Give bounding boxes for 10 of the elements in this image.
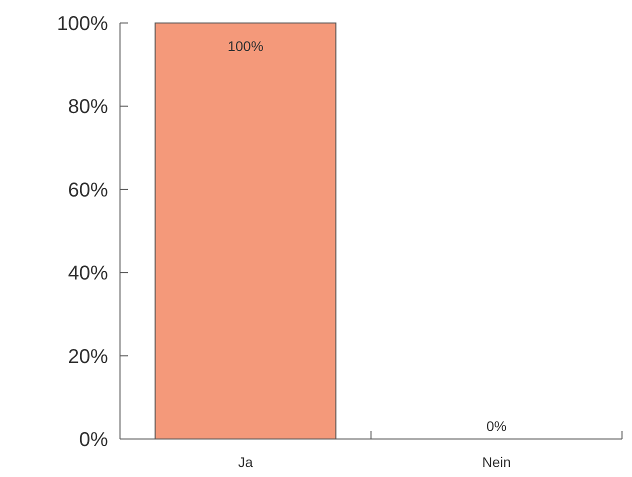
x-tick-label: Nein [482,454,511,470]
y-tick-label: 60% [68,179,108,202]
y-tick-label: 0% [79,429,108,451]
data-label: 100% [228,38,264,54]
y-tick-label: 80% [68,96,108,118]
x-tick-label: Ja [238,454,254,470]
y-tick-label: 40% [68,262,108,285]
y-tick-label: 100% [56,13,108,35]
y-tick-label: 20% [68,346,108,368]
data-label: 0% [486,418,507,434]
